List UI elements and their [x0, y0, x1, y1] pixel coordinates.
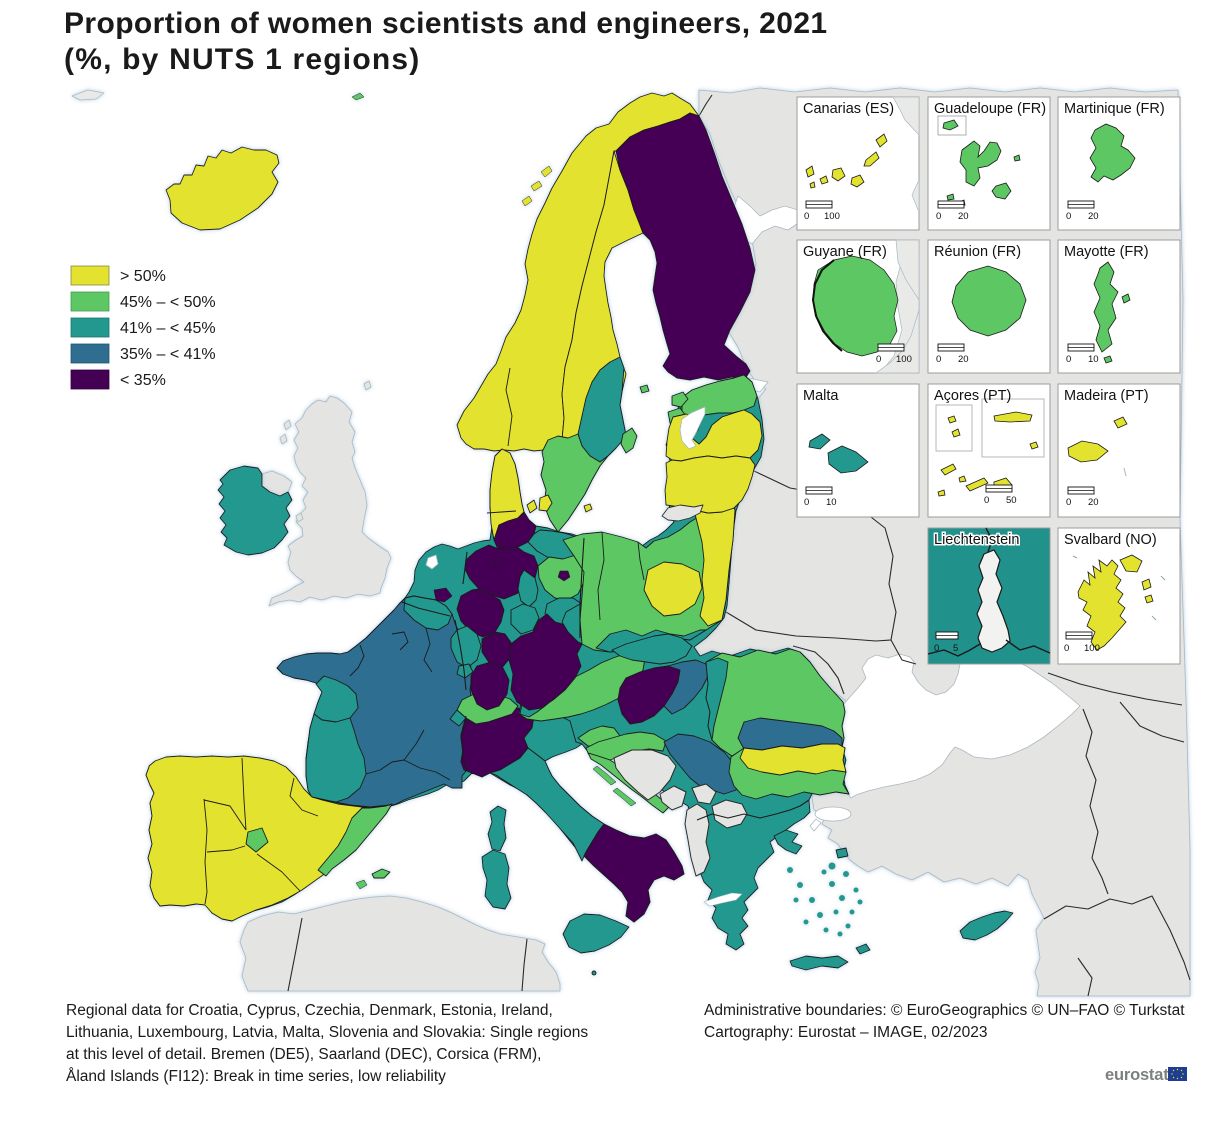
svg-text:at this level of detail. Breme: at this level of detail. Bremen (DE5), S…: [66, 1046, 541, 1063]
svg-text:100: 100: [896, 354, 912, 365]
svg-text:Canarias (ES): Canarias (ES): [803, 101, 894, 117]
svg-text:Guyane (FR): Guyane (FR): [803, 244, 887, 260]
svg-text:0: 0: [1064, 643, 1069, 654]
svg-text:Guadeloupe (FR): Guadeloupe (FR): [934, 101, 1046, 117]
svg-text:10: 10: [1088, 354, 1099, 365]
svg-text:20: 20: [958, 211, 969, 222]
svg-text:0: 0: [876, 354, 881, 365]
svg-text:Åland Islands (FI12): Break in: Åland Islands (FI12): Break in time seri…: [66, 1068, 446, 1085]
svg-text:41% – < 45%: 41% – < 45%: [120, 320, 216, 337]
svg-text:eurostat: eurostat: [1105, 1066, 1169, 1084]
svg-text:Liechtenstein: Liechtenstein: [934, 532, 1019, 548]
svg-text:0: 0: [804, 497, 809, 508]
svg-text:Réunion (FR): Réunion (FR): [934, 244, 1021, 260]
svg-text:0: 0: [936, 354, 941, 365]
svg-text:5: 5: [953, 643, 958, 654]
svg-text:100: 100: [824, 211, 840, 222]
svg-text:Svalbard (NO): Svalbard (NO): [1064, 532, 1157, 548]
svg-text:0: 0: [984, 495, 989, 506]
svg-text:> 50%: > 50%: [120, 268, 166, 285]
svg-text:Açores (PT): Açores (PT): [934, 388, 1011, 404]
svg-text:Cartography: Eurostat – IMAGE,: Cartography: Eurostat – IMAGE, 02/2023: [704, 1024, 987, 1041]
svg-text:35% – < 41%: 35% – < 41%: [120, 346, 216, 363]
svg-text:45% – < 50%: 45% – < 50%: [120, 294, 216, 311]
svg-text:50: 50: [1006, 495, 1017, 506]
svg-text:0: 0: [804, 211, 809, 222]
svg-text:0: 0: [1066, 354, 1071, 365]
svg-text:20: 20: [1088, 497, 1099, 508]
svg-text:0: 0: [934, 643, 939, 654]
svg-text:< 35%: < 35%: [120, 372, 166, 389]
svg-text:0: 0: [936, 211, 941, 222]
svg-text:Mayotte (FR): Mayotte (FR): [1064, 244, 1149, 260]
svg-text:0: 0: [1066, 211, 1071, 222]
svg-text:Regional data for Croatia, Cyp: Regional data for Croatia, Cyprus, Czech…: [66, 1002, 553, 1019]
svg-text:Madeira (PT): Madeira (PT): [1064, 388, 1149, 404]
svg-text:Lithuania, Luxembourg, Latvia,: Lithuania, Luxembourg, Latvia, Malta, Sl…: [66, 1024, 588, 1041]
svg-text:(%, by NUTS 1 regions): (%, by NUTS 1 regions): [64, 43, 420, 76]
svg-text:100: 100: [1084, 643, 1100, 654]
svg-text:0: 0: [1066, 497, 1071, 508]
svg-text:Martinique (FR): Martinique (FR): [1064, 101, 1165, 117]
svg-text:Administrative boundaries: © E: Administrative boundaries: © EuroGeograp…: [704, 1002, 1185, 1019]
svg-text:10: 10: [826, 497, 837, 508]
svg-text:20: 20: [1088, 211, 1099, 222]
svg-text:Proportion of women scientists: Proportion of women scientists and engin…: [64, 7, 828, 40]
svg-text:Malta: Malta: [803, 388, 839, 404]
svg-text:20: 20: [958, 354, 969, 365]
